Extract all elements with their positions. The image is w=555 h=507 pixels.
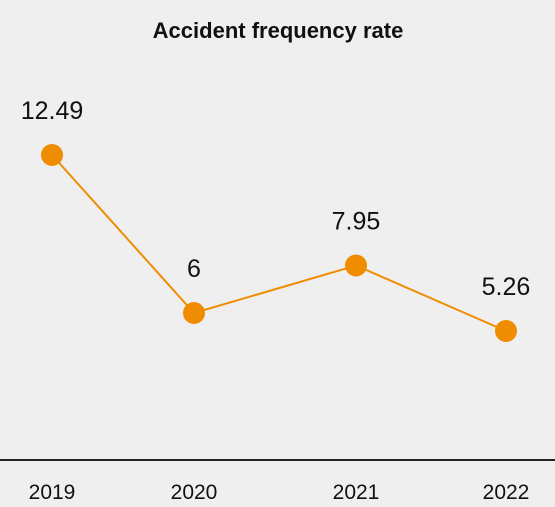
series-line <box>51 154 507 332</box>
series-layer <box>41 144 517 342</box>
data-point-2021 <box>345 254 367 277</box>
data-point-2020 <box>183 301 205 324</box>
x-tick-label-2020: 2020 <box>171 481 218 504</box>
data-label-2021: 7.95 <box>332 208 381 236</box>
label-layer: 12.49 2019 6 2020 7.95 2021 5.26 2022 <box>21 97 531 504</box>
x-tick-label-2021: 2021 <box>333 481 380 504</box>
data-point-2022 <box>495 320 517 342</box>
data-label-2020: 6 <box>187 255 201 283</box>
data-label-2022: 5.26 <box>482 273 531 301</box>
x-tick-label-2022: 2022 <box>483 481 530 504</box>
data-label-2019: 12.49 <box>21 97 84 125</box>
data-point-2019 <box>41 144 63 166</box>
chart-title: Accident frequency rate <box>153 18 404 43</box>
x-tick-label-2019: 2019 <box>29 481 76 504</box>
